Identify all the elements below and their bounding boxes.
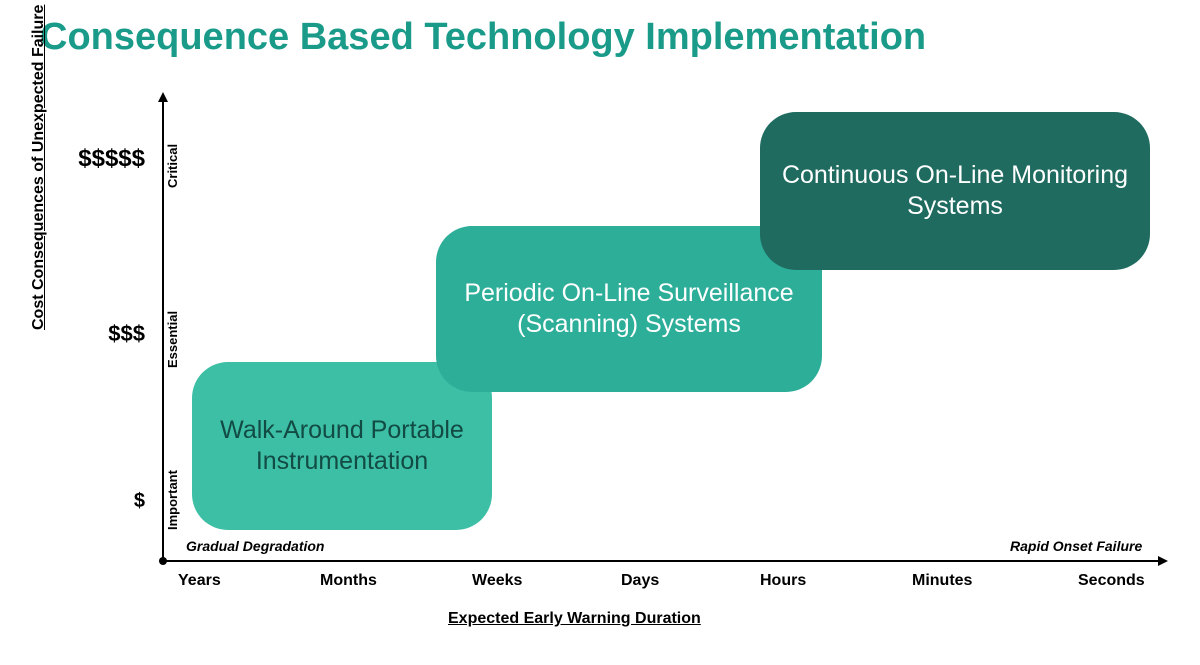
y-cost-label-2: $ (45, 490, 145, 513)
bubble-continuous: Continuous On-Line Monitoring Systems (760, 112, 1150, 270)
page-title: Consequence Based Technology Implementat… (40, 16, 926, 59)
y-secondary-label-2: Important (165, 470, 180, 530)
x-tick-weeks: Weeks (472, 572, 522, 590)
bubble-label: Periodic On-Line Surveillance (Scanning)… (456, 278, 802, 341)
x-annotation-gradual: Gradual Degradation (186, 538, 324, 554)
bubble-label: Continuous On-Line Monitoring Systems (780, 160, 1130, 223)
x-axis-title: Expected Early Warning Duration (448, 610, 701, 628)
x-axis-arrow-icon (1158, 556, 1168, 566)
y-cost-label-1: $$$ (45, 321, 145, 347)
x-tick-years: Years (178, 572, 221, 590)
bubble-label: Walk-Around Portable Instrumentation (212, 415, 472, 478)
axis-origin-dot (159, 557, 167, 565)
x-tick-seconds: Seconds (1078, 572, 1145, 590)
y-cost-label-0: $$$$$ (45, 145, 145, 173)
y-axis-line (162, 100, 164, 560)
y-secondary-label-1: Essential (165, 311, 180, 368)
y-secondary-label-0: Critical (165, 144, 180, 188)
y-axis-arrow-icon (158, 92, 168, 102)
x-tick-minutes: Minutes (912, 572, 972, 590)
x-tick-days: Days (621, 572, 659, 590)
x-tick-hours: Hours (760, 572, 806, 590)
x-annotation-rapid: Rapid Onset Failure (1010, 538, 1142, 554)
x-tick-months: Months (320, 572, 377, 590)
x-axis-line (162, 560, 1160, 562)
bubble-walkaround: Walk-Around Portable Instrumentation (192, 362, 492, 530)
